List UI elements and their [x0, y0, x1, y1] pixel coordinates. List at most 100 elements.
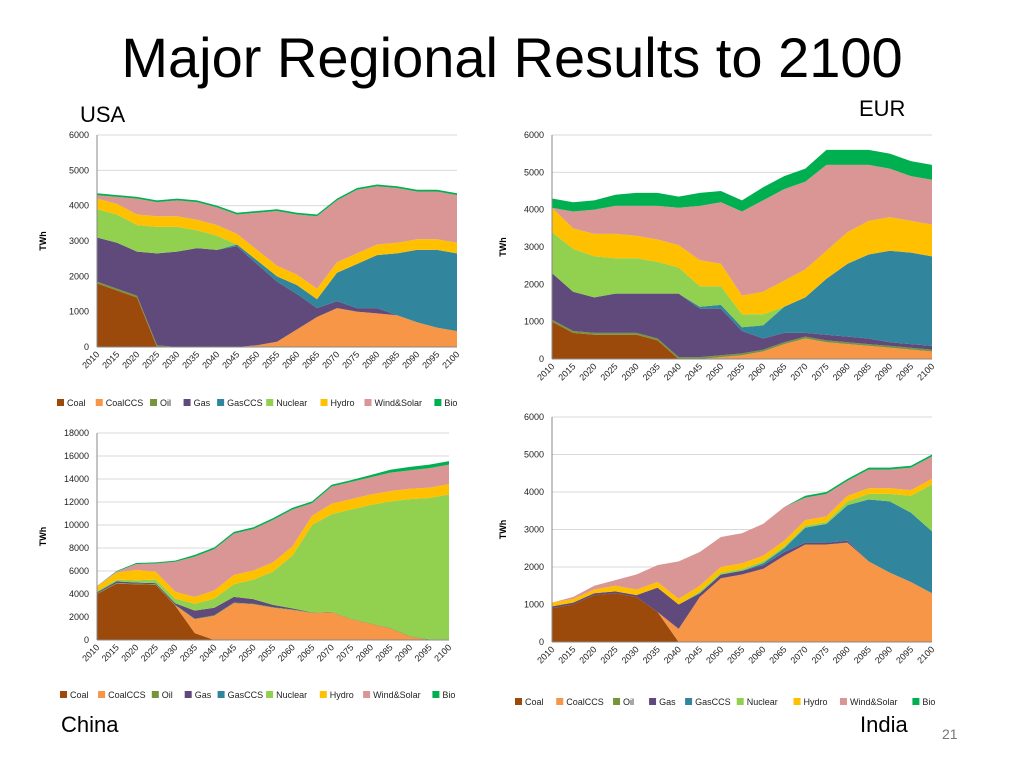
y-tick-label: 4000	[69, 201, 89, 211]
y-tick-label: 2000	[524, 562, 544, 572]
legend-label: Oil	[160, 398, 171, 408]
legend-label: CoalCCS	[566, 697, 604, 707]
area-gasccs	[97, 237, 457, 332]
y-tick-label: 3000	[524, 242, 544, 252]
region-label-eur: EUR	[859, 96, 906, 121]
legend-item: CoalCCS	[98, 690, 146, 700]
area-windsolar	[552, 164, 932, 296]
area-coalccs	[552, 542, 932, 642]
legend-swatch	[613, 698, 621, 705]
legend-label: Hydro	[331, 398, 355, 408]
legend-item: Hydro	[319, 690, 354, 700]
legend-swatch	[515, 698, 522, 705]
y-axis-title: TWh	[498, 520, 508, 540]
x-tick-label: 2035	[641, 644, 662, 665]
x-tick-label: 2065	[767, 644, 788, 665]
x-tick-label: 2020	[577, 361, 598, 382]
legend-swatch	[912, 698, 920, 705]
legend-item: Gas	[649, 697, 676, 707]
y-tick-label: 2000	[69, 612, 89, 622]
region-label-india: India	[860, 712, 908, 737]
area-coalccs	[97, 583, 449, 640]
legend-swatch	[266, 399, 274, 406]
x-tick-label: 2055	[260, 349, 281, 370]
legend-item: Bio	[912, 697, 935, 707]
x-tick-label: 2100	[432, 642, 453, 663]
legend-label: Coal	[67, 398, 86, 408]
legend-label: Nuclear	[276, 690, 307, 700]
x-tick-label: 2060	[276, 642, 297, 663]
legend-label: Gas	[195, 690, 212, 700]
x-tick-label: 2010	[535, 644, 556, 665]
area-coal	[97, 583, 449, 640]
area-hydro	[97, 198, 457, 300]
legend-swatch	[95, 399, 103, 406]
legend-item: Bio	[434, 398, 457, 408]
legend-label: Wind&Solar	[374, 398, 422, 408]
x-tick-label: 2045	[683, 644, 704, 665]
y-tick-label: 6000	[524, 130, 544, 140]
y-tick-label: 0	[84, 342, 89, 352]
legend-label: Nuclear	[747, 697, 778, 707]
area-hydro	[552, 207, 932, 315]
legend-label: Oil	[162, 690, 173, 700]
y-axis-title: TWh	[38, 231, 48, 251]
chart-usa: 0 1000 2000 3000 4000 5000 6000 201020152020202…	[38, 130, 461, 408]
area-windsolar	[97, 186, 457, 289]
area-gas	[97, 237, 457, 347]
x-tick-label: 2070	[789, 644, 810, 665]
x-tick-label: 2035	[641, 361, 662, 382]
x-tick-label: 2020	[120, 349, 141, 370]
y-tick-label: 6000	[524, 412, 544, 422]
area-gasccs	[552, 499, 932, 607]
page-title: Major Regional Results to 2100	[121, 26, 903, 89]
x-tick-label: 2045	[217, 642, 238, 663]
legend-label: Hydro	[804, 697, 828, 707]
area-coalccs	[552, 321, 932, 359]
legend-item: Wind&Solar	[839, 697, 898, 707]
area-coal	[552, 593, 932, 642]
x-tick-label: 2025	[140, 349, 161, 370]
x-tick-label: 2015	[100, 349, 121, 370]
legend-item: GasCCS	[217, 690, 263, 700]
x-tick-label: 2040	[662, 361, 683, 382]
y-tick-label: 16000	[64, 451, 89, 461]
chart-india: 0 1000 2000 3000 4000 5000 6000 2010 2015 2020 202…	[498, 412, 936, 707]
x-tick-label: 2040	[662, 644, 683, 665]
x-tick-label: 2085	[852, 361, 873, 382]
x-tick-label: 2070	[320, 349, 341, 370]
x-tick-label: 2090	[873, 644, 894, 665]
x-tick-label: 2050	[237, 642, 258, 663]
x-tick-label: 2095	[420, 349, 441, 370]
legend-swatch	[60, 691, 67, 698]
x-tick-label: 2030	[160, 349, 181, 370]
y-tick-label: 4000	[524, 205, 544, 215]
legend-label: Bio	[442, 690, 455, 700]
legend-swatch	[183, 399, 191, 406]
legend-label: CoalCCS	[108, 690, 146, 700]
area-nuclear	[97, 494, 449, 640]
legend-swatch	[98, 691, 106, 698]
legend-swatch	[839, 698, 847, 705]
y-axis-title: TWh	[498, 237, 508, 257]
x-tick-label: 2050	[704, 644, 725, 665]
y-tick-label: 0	[84, 635, 89, 645]
legend-item: Hydro	[320, 398, 355, 408]
legend-item: Nuclear	[266, 398, 307, 408]
x-tick-label: 2080	[360, 349, 381, 370]
x-tick-label: 2035	[178, 642, 199, 663]
y-tick-label: 0	[539, 637, 544, 647]
x-tick-label: 2045	[683, 361, 704, 382]
x-tick-label: 2055	[725, 644, 746, 665]
area-coal	[552, 321, 932, 359]
y-tick-label: 1000	[524, 600, 544, 610]
x-tick-label: 2085	[852, 644, 873, 665]
region-label-usa: USA	[80, 102, 126, 127]
x-tick-label: 2080	[831, 361, 852, 382]
area-bio	[97, 184, 457, 217]
y-tick-label: 2000	[524, 279, 544, 289]
x-tick-label: 2085	[380, 349, 401, 370]
area-gas	[552, 273, 932, 358]
legend-swatch	[184, 691, 192, 698]
y-tick-label: 1000	[524, 317, 544, 327]
